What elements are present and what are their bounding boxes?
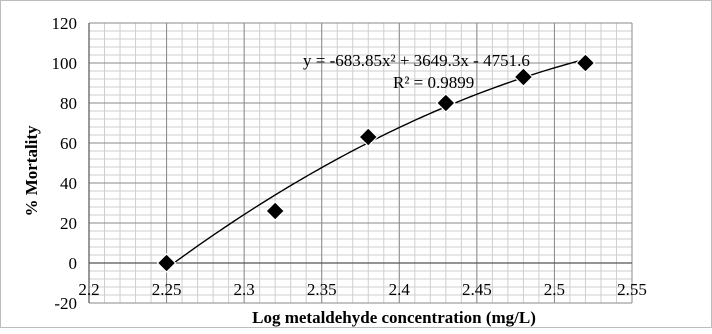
data-point	[513, 67, 534, 87]
data-point	[575, 53, 596, 73]
trendline-equation: y = -683.85x² + 3649.3x - 4751.6	[303, 51, 530, 70]
x-tick-label: 2.25	[152, 280, 182, 299]
data-points	[156, 53, 596, 273]
x-tick-label: 2.5	[544, 280, 565, 299]
x-tick-label: 2.4	[389, 280, 411, 299]
y-tick-label: 120	[52, 14, 78, 33]
x-axis-title: Log metaldehyde concentration (mg/L)	[252, 308, 536, 327]
trendline-curve	[166, 58, 586, 269]
trendline-r-squared: R² = 0.9899	[393, 73, 474, 92]
y-tick-label: 80	[60, 94, 77, 113]
y-tick-label: -20	[54, 294, 77, 313]
x-tick-label: 2.55	[617, 280, 647, 299]
trendline	[166, 58, 586, 269]
y-tick-label: 0	[69, 254, 78, 273]
data-point	[358, 127, 379, 147]
gridlines	[88, 22, 633, 304]
tick-labels: -20 0 20 40 60 80 100 120 2.2 2.25 2.3 2.35 2.4 2.45 2…	[52, 14, 647, 313]
axes	[88, 23, 632, 303]
x-tick-label: 2.45	[462, 280, 492, 299]
data-point	[435, 93, 456, 113]
y-tick-label: 40	[60, 174, 77, 193]
y-axis-title: % Mortality	[22, 125, 41, 217]
y-tick-label: 20	[60, 214, 77, 233]
x-tick-label: 2.2	[78, 280, 99, 299]
data-point	[156, 253, 177, 273]
data-point	[265, 201, 286, 221]
y-tick-label: 60	[60, 134, 77, 153]
y-tick-label: 100	[52, 54, 78, 73]
x-tick-label: 2.35	[307, 280, 337, 299]
x-tick-label: 2.3	[234, 280, 255, 299]
